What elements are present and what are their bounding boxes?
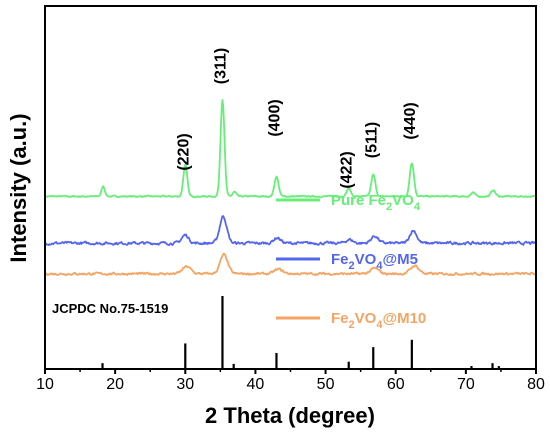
x-tick-label: 70 [457, 376, 475, 393]
x-tick-label: 80 [527, 376, 545, 393]
legend: Pure Fe2VO4 Fe2VO4@M5 Fe2VO4@M10 [276, 192, 426, 331]
series-line-0 [44, 99, 537, 199]
x-tick-label: 50 [317, 376, 335, 393]
x-tick-label: 60 [387, 376, 405, 393]
series-line-2 [44, 252, 537, 277]
x-axis-title: 2 Theta (degree) [205, 403, 375, 428]
legend-label: Fe2VO4@M5 [331, 251, 418, 272]
legend-label: Fe2VO4@M10 [331, 310, 426, 331]
peak-label: (511) [363, 122, 380, 158]
series-lines [44, 99, 537, 277]
peak-label: (400) [266, 99, 283, 136]
peak-label: (422) [339, 151, 356, 188]
x-tick-label: 20 [106, 376, 124, 393]
x-tick-label: 40 [247, 376, 265, 393]
series-line-1 [44, 215, 537, 246]
reference-label: JCPDC No.75-1519 [52, 301, 168, 316]
peak-label: (311) [212, 48, 229, 84]
legend-label: Pure Fe2VO4 [331, 192, 421, 213]
y-axis-title: Intensity (a.u.) [6, 113, 31, 262]
x-ticks: 10 20 30 40 50 60 70 80 [36, 369, 545, 393]
peak-label: (220) [175, 133, 192, 170]
peak-labels: (220) (311) (400) (422) (511) (440) [175, 48, 419, 189]
peak-label: (440) [402, 102, 419, 139]
x-tick-label: 30 [176, 376, 194, 393]
x-tick-label: 10 [36, 376, 54, 393]
